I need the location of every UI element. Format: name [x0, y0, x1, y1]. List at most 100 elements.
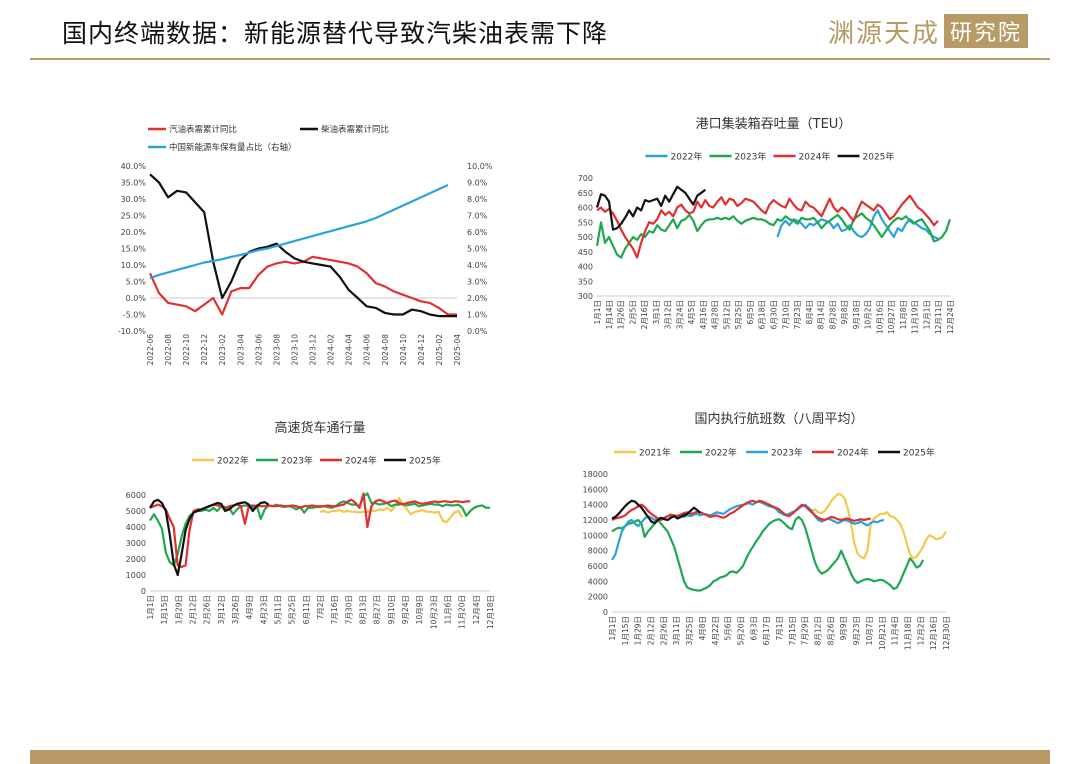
x-tick-label: 12月4日 — [472, 595, 481, 624]
x-tick-label: 2022-08 — [164, 334, 173, 366]
x-tick-label: 6月5日 — [746, 300, 755, 325]
x-tick-label: 1月26日 — [617, 300, 626, 329]
x-tick-label: 4月5日 — [687, 300, 696, 325]
x-tick-label: 12月1日 — [922, 300, 931, 329]
y2-tick-label: 10.0% — [467, 162, 493, 171]
x-tick-label: 3月26日 — [231, 595, 240, 624]
legend-label: 2025年 — [409, 455, 441, 467]
x-tick-label: 8月13日 — [359, 595, 368, 624]
x-tick-label: 12月11日 — [934, 300, 943, 334]
y-tick-label: 5.0% — [126, 278, 147, 287]
logo-box-text: 研究院 — [943, 14, 1028, 48]
x-tick-label: 11月20日 — [458, 595, 467, 629]
x-tick-label: 6月3日 — [749, 616, 758, 641]
x-tick-label: 3月11日 — [672, 616, 681, 645]
x-tick-label: 8月4日 — [805, 300, 814, 325]
x-tick-label: 2月26日 — [659, 616, 668, 645]
x-tick-label: 1月29日 — [634, 616, 643, 645]
y-tick-label: 5000 — [126, 507, 146, 516]
y-tick-label: 12000 — [583, 516, 608, 525]
legend-label: 汽油表需累计同比 — [169, 124, 237, 135]
y-tick-label: 0.0% — [126, 294, 147, 303]
x-tick-label: 2022-12 — [200, 334, 209, 366]
x-tick-label: 7月15日 — [788, 616, 797, 645]
x-tick-label: 2025-02 — [435, 334, 444, 366]
x-tick-label: 11月18日 — [903, 616, 912, 650]
x-tick-label: 7月2日 — [316, 595, 325, 620]
legend-label: 2024年 — [345, 455, 377, 467]
x-tick-label: 1月29日 — [174, 595, 183, 624]
y-tick-label: 35.0% — [121, 179, 147, 188]
x-tick-label: 12月2日 — [916, 616, 925, 645]
x-tick-label: 7月1日 — [775, 616, 784, 641]
x-tick-label: 2023-12 — [309, 334, 318, 366]
x-tick-label: 9月18日 — [852, 300, 861, 329]
x-tick-label: 7月10日 — [781, 300, 790, 329]
x-tick-label: 9月10日 — [387, 595, 396, 624]
y-tick-label: 20.0% — [121, 228, 147, 237]
x-tick-label: 6月11日 — [302, 595, 311, 624]
x-tick-label: 1月14日 — [605, 300, 614, 329]
series-line — [807, 492, 947, 560]
x-tick-label: 11月4日 — [891, 616, 900, 645]
y2-tick-label: 5.0% — [467, 245, 488, 254]
y-tick-label: 550 — [578, 218, 593, 227]
chart-title: 国内执行航班数（八周平均） — [694, 411, 863, 427]
x-tick-label: 4月22日 — [711, 616, 720, 645]
x-tick-label: 10月7日 — [865, 616, 874, 645]
y-tick-label: -10.0% — [118, 327, 147, 336]
x-tick-label: 1月1日 — [608, 616, 617, 641]
x-tick-label: 3月25日 — [685, 616, 694, 645]
x-tick-label: 5月12日 — [722, 300, 731, 329]
y2-tick-label: 8.0% — [467, 195, 488, 204]
x-tick-label: 11月19日 — [911, 300, 920, 334]
y-tick-label: 0 — [603, 608, 608, 617]
x-tick-label: 2023-06 — [254, 334, 263, 366]
y-tick-label: 650 — [578, 189, 593, 198]
x-tick-label: 2023-10 — [290, 334, 299, 366]
x-tick-label: 7月16日 — [330, 595, 339, 624]
x-tick-label: 2024-10 — [399, 334, 408, 366]
x-tick-label: 7月29日 — [801, 616, 810, 645]
x-tick-label: 2024-04 — [345, 334, 354, 366]
series-line — [611, 499, 871, 522]
x-tick-label: 4月16日 — [699, 300, 708, 329]
series-line — [149, 492, 490, 567]
legend-label: 2021年 — [639, 447, 671, 459]
legend-label: 2022年 — [217, 455, 249, 467]
x-tick-label: 5月25日 — [288, 595, 297, 624]
x-tick-label: 12月24日 — [946, 300, 955, 334]
legend-label: 柴油表需累计同比 — [321, 124, 389, 135]
x-tick-label: 10月23日 — [429, 595, 438, 629]
y-tick-label: 450 — [578, 248, 593, 257]
x-tick-label: 4月9日 — [245, 595, 254, 620]
y-tick-label: 350 — [578, 277, 593, 286]
header-divider — [30, 58, 1050, 60]
x-tick-label: 11月6日 — [444, 595, 453, 624]
series-line — [596, 194, 939, 259]
x-tick-label: 4月23日 — [259, 595, 268, 624]
chart-c4: 国内执行航班数（八周平均） 2021年 2022年 2023年 2024年 2025年 18… — [583, 411, 951, 650]
series-line — [776, 209, 939, 240]
y2-tick-label: 0.0% — [467, 327, 488, 336]
series-line — [611, 515, 925, 592]
series-line — [149, 498, 270, 577]
legend-label: 2023年 — [771, 447, 803, 459]
logo-text: 渊源天成 — [827, 18, 940, 49]
y-tick-label: 700 — [578, 174, 593, 183]
y2-tick-label: 4.0% — [467, 261, 488, 270]
x-tick-label: 2月5日 — [628, 300, 637, 325]
y-tick-label: 2000 — [126, 555, 146, 564]
legend-label: 2022年 — [671, 151, 703, 163]
y-tick-label: 6000 — [126, 491, 146, 500]
y-tick-label: 10.0% — [121, 261, 147, 270]
y-tick-label: 10000 — [583, 531, 608, 540]
series-line — [595, 212, 952, 259]
x-tick-label: 11月8日 — [899, 300, 908, 329]
x-tick-label: 1月1日 — [593, 300, 602, 325]
y2-tick-label: 7.0% — [467, 212, 488, 221]
y2-tick-label: 6.0% — [467, 228, 488, 237]
chart-title: 高速货车通行量 — [274, 420, 365, 436]
y-tick-label: 0 — [141, 587, 146, 596]
